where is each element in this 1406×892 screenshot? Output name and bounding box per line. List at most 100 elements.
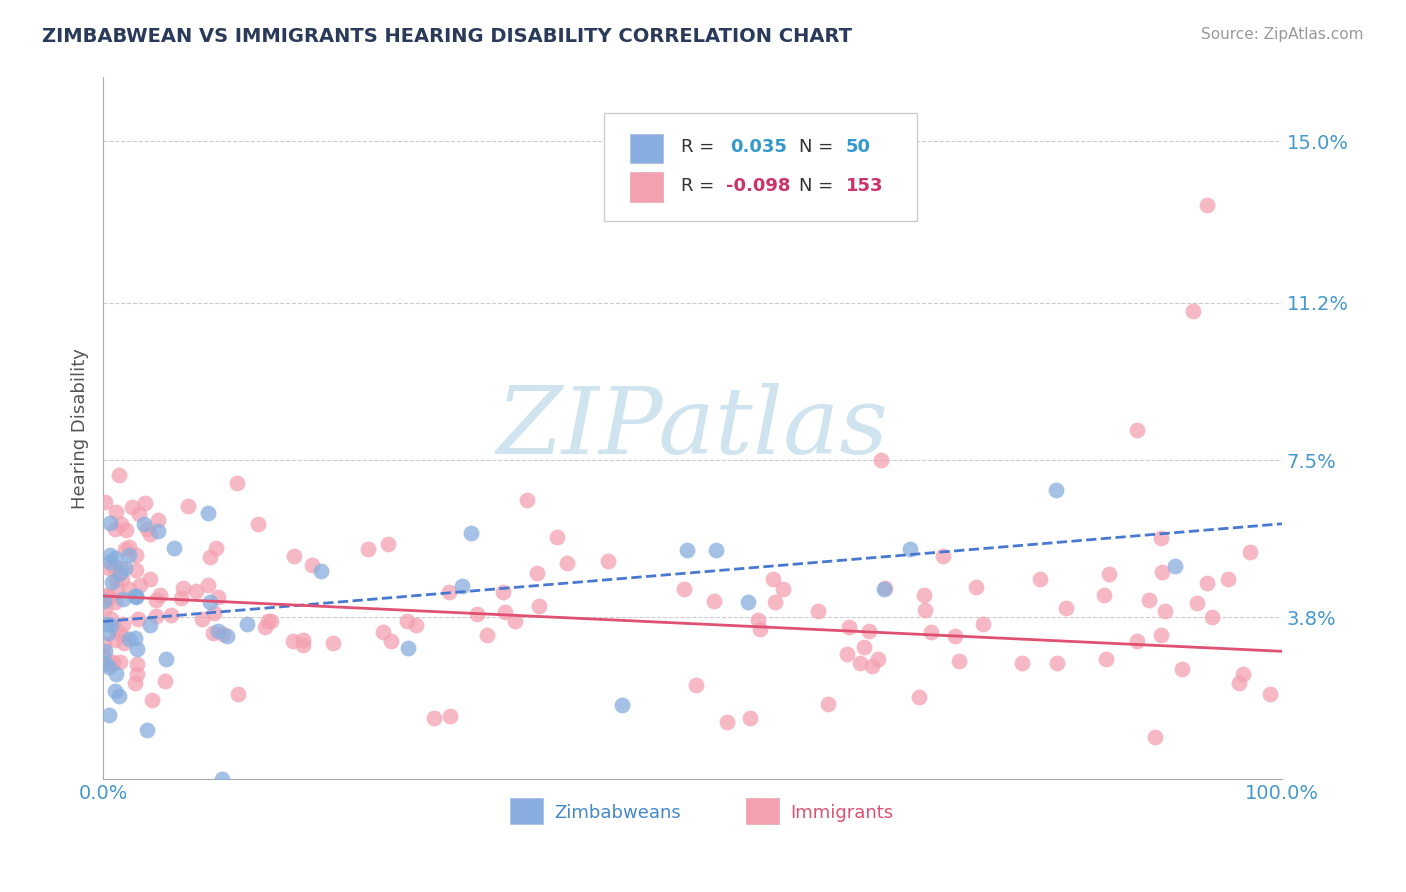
Point — [596, 554, 619, 568]
Point — [737, 595, 759, 609]
Point — [875, 581, 897, 595]
Point — [105, 583, 128, 598]
Point — [1153, 604, 1175, 618]
Point — [118, 632, 141, 646]
Point — [207, 624, 229, 638]
Point — [1216, 573, 1239, 587]
Point — [118, 549, 141, 563]
Point — [301, 558, 323, 572]
Point — [112, 591, 135, 606]
Point — [475, 628, 498, 642]
Point — [860, 659, 883, 673]
Point — [108, 566, 131, 580]
Point — [98, 591, 121, 606]
Point — [114, 635, 136, 649]
Point — [254, 620, 277, 634]
Point — [118, 540, 141, 554]
Point — [172, 581, 194, 595]
Point — [907, 690, 929, 704]
Point — [98, 708, 121, 723]
Point — [125, 642, 148, 657]
Bar — [630, 134, 664, 163]
Point — [257, 615, 280, 629]
Point — [177, 499, 200, 513]
Point — [1095, 651, 1118, 665]
Point — [704, 542, 727, 557]
Point — [124, 631, 146, 645]
Point — [191, 612, 214, 626]
Point — [139, 572, 162, 586]
Point — [246, 516, 269, 531]
Point — [1045, 483, 1067, 497]
Point — [198, 549, 221, 564]
Point — [236, 616, 259, 631]
Point — [1164, 558, 1187, 573]
Point — [898, 541, 921, 556]
Point — [503, 614, 526, 628]
Text: Immigrants: Immigrants — [790, 804, 893, 822]
Point — [170, 591, 193, 606]
Point — [1258, 687, 1281, 701]
Point — [125, 549, 148, 563]
Point — [1152, 565, 1174, 579]
Point — [868, 652, 890, 666]
Point — [1239, 545, 1261, 559]
Point — [105, 622, 128, 636]
Point — [451, 579, 474, 593]
Point — [108, 690, 131, 704]
Point — [197, 506, 219, 520]
Point — [546, 530, 568, 544]
Point — [1195, 576, 1218, 591]
Point — [94, 588, 117, 602]
Point — [215, 629, 238, 643]
Point — [93, 594, 115, 608]
Point — [356, 542, 378, 557]
Text: 153: 153 — [846, 178, 883, 195]
Point — [128, 577, 150, 591]
Point — [110, 627, 132, 641]
Point — [127, 612, 149, 626]
Point — [100, 618, 122, 632]
Point — [93, 648, 115, 662]
Point — [149, 588, 172, 602]
Point — [97, 657, 120, 671]
Point — [97, 626, 120, 640]
Point — [111, 617, 134, 632]
Point — [703, 594, 725, 608]
Point — [772, 582, 794, 596]
Point — [516, 492, 538, 507]
Point — [1029, 572, 1052, 586]
Text: -0.098: -0.098 — [725, 178, 790, 195]
Point — [94, 601, 117, 615]
Point — [371, 624, 394, 639]
Point — [104, 595, 127, 609]
Point — [125, 667, 148, 681]
Point — [1098, 566, 1121, 581]
Text: Zimbabweans: Zimbabweans — [554, 804, 682, 822]
Point — [103, 560, 125, 574]
Point — [145, 608, 167, 623]
Text: N =: N = — [799, 138, 832, 156]
Point — [155, 652, 177, 666]
Text: Source: ZipAtlas.com: Source: ZipAtlas.com — [1201, 27, 1364, 42]
Point — [104, 684, 127, 698]
Point — [972, 617, 994, 632]
Point — [124, 562, 146, 576]
Point — [1011, 656, 1033, 670]
Point — [309, 564, 332, 578]
Point — [104, 522, 127, 536]
Point — [204, 541, 226, 555]
Point — [948, 654, 970, 668]
Point — [1197, 198, 1219, 212]
FancyBboxPatch shape — [605, 112, 917, 221]
Point — [858, 624, 880, 639]
Point — [920, 625, 942, 640]
Point — [1170, 662, 1192, 676]
Point — [610, 698, 633, 713]
Point — [762, 572, 785, 586]
Point — [748, 622, 770, 636]
Point — [136, 522, 159, 536]
Point — [870, 453, 893, 467]
Point — [107, 567, 129, 582]
Point — [104, 667, 127, 681]
